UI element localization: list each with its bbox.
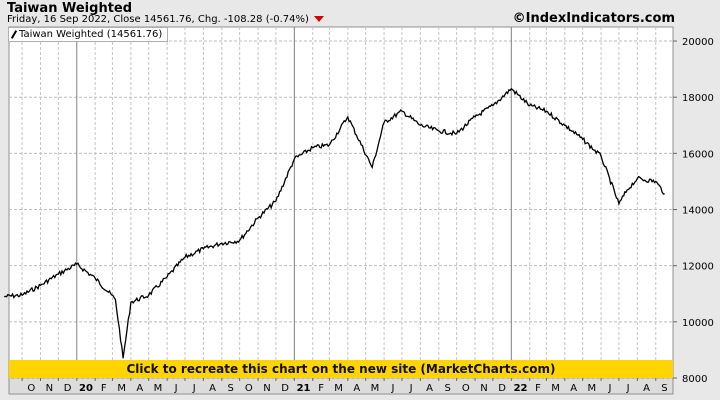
x-tick-label: A <box>643 383 650 394</box>
y-tick-label: 14000 <box>682 206 714 217</box>
x-tick-label: O <box>27 383 35 394</box>
site-brand[interactable]: ©IndexIndicators.com <box>512 11 675 26</box>
x-tick-label: J <box>409 383 413 394</box>
x-tick-label: D <box>281 383 289 394</box>
x-tick-label: N <box>480 383 487 394</box>
down-arrow-icon <box>313 16 324 22</box>
x-tick-label: J <box>608 383 612 394</box>
x-tick-label: M <box>551 383 560 394</box>
x-tick-label: A <box>426 383 433 394</box>
x-tick-label: J <box>192 383 196 394</box>
x-tick-label: M <box>334 383 343 394</box>
x-tick-label: O <box>462 383 470 394</box>
x-tick-label: 20 <box>79 383 93 394</box>
x-tick-label: J <box>391 383 395 394</box>
legend-label: Taiwan Weighted (14561.76) <box>19 29 163 40</box>
y-tick-label: 10000 <box>682 318 714 329</box>
x-tick-label: S <box>661 383 667 394</box>
legend-swatch <box>10 30 18 39</box>
x-tick-label: A <box>209 383 216 394</box>
x-tick-label: M <box>371 383 380 394</box>
x-tick-label: S <box>228 383 234 394</box>
x-tick-label: M <box>588 383 597 394</box>
x-tick-label: A <box>136 383 143 394</box>
y-tick-label: 18000 <box>682 93 714 104</box>
x-tick-label: N <box>263 383 270 394</box>
y-tick-label: 16000 <box>682 149 714 160</box>
x-tick-label: F <box>535 383 541 394</box>
x-tick-label: D <box>64 383 72 394</box>
x-tick-label: J <box>626 383 630 394</box>
series-line <box>4 87 665 359</box>
x-tick-label: N <box>46 383 53 394</box>
x-axis-ticks: O N D 20 F M A M J J A S O N D 21 F M A M J J A S O N D 22 F M A M J J A S <box>21 378 668 394</box>
plot-area <box>8 26 674 379</box>
y-tick-label: 12000 <box>682 262 714 273</box>
x-tick-label: D <box>498 383 506 394</box>
recreate-chart-banner[interactable]: Click to recreate this chart on the new … <box>9 360 673 378</box>
x-tick-label: 22 <box>514 383 528 394</box>
x-tick-label: A <box>570 383 577 394</box>
chart-title: Taiwan Weighted <box>7 1 133 16</box>
chart-subtitle: Friday, 16 Sep 2022, Close 14561.76, Chg… <box>7 14 324 25</box>
x-tick-label: M <box>117 383 126 394</box>
x-tick-label: 21 <box>297 383 311 394</box>
legend: Taiwan Weighted (14561.76) <box>8 27 169 42</box>
x-tick-label: O <box>245 383 253 394</box>
x-tick-label: S <box>445 383 451 394</box>
x-tick-label: F <box>101 383 107 394</box>
y-tick-label: 20000 <box>682 37 714 48</box>
x-tick-label: M <box>154 383 163 394</box>
x-tick-label: A <box>353 383 360 394</box>
x-tick-label: F <box>318 383 324 394</box>
y-axis-ticks: 8000 10000 12000 14000 16000 18000 20000 <box>673 37 714 385</box>
close-info: Friday, 16 Sep 2022, Close 14561.76, Chg… <box>7 14 309 25</box>
y-tick-label: 8000 <box>682 374 707 385</box>
x-tick-label: J <box>174 383 178 394</box>
